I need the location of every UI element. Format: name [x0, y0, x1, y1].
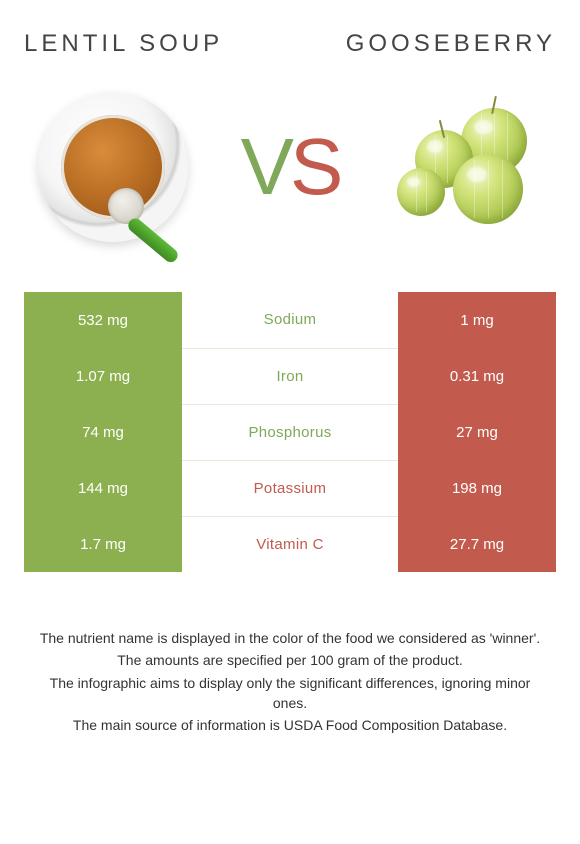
nutrient-name: Potassium: [182, 460, 398, 516]
nutrient-name: Iron: [182, 348, 398, 404]
lentil-soup-image: [28, 82, 198, 252]
footer-line-1: The nutrient name is displayed in the co…: [32, 628, 548, 648]
table-row: 144 mgPotassium198 mg: [24, 460, 556, 516]
left-value: 1.07 mg: [24, 348, 182, 404]
footer-line-3: The infographic aims to display only the…: [32, 673, 548, 714]
footer-line-2: The amounts are specified per 100 gram o…: [32, 650, 548, 670]
vs-s: S: [290, 121, 339, 213]
gooseberry-image: [382, 82, 552, 252]
footer-line-4: The main source of information is USDA F…: [32, 715, 548, 735]
right-value: 27.7 mg: [398, 516, 556, 572]
table-row: 74 mgPhosphorus27 mg: [24, 404, 556, 460]
right-value: 198 mg: [398, 460, 556, 516]
left-value: 1.7 mg: [24, 516, 182, 572]
nutrient-name: Sodium: [182, 292, 398, 348]
comparison-table: 532 mgSodium1 mg1.07 mgIron0.31 mg74 mgP…: [24, 292, 556, 572]
nutrient-name: Phosphorus: [182, 404, 398, 460]
table-row: 1.7 mgVitamin C27.7 mg: [24, 516, 556, 572]
hero-row: VS: [24, 82, 556, 252]
table-row: 1.07 mgIron0.31 mg: [24, 348, 556, 404]
footer-notes: The nutrient name is displayed in the co…: [24, 628, 556, 735]
title-row: LENTIL SOUP GOOSEBERRY: [24, 30, 556, 58]
vs-v: V: [241, 121, 290, 213]
nutrient-name: Vitamin C: [182, 516, 398, 572]
title-right: GOOSEBERRY: [346, 30, 556, 58]
right-value: 1 mg: [398, 292, 556, 348]
vs-label: VS: [241, 121, 340, 213]
right-value: 27 mg: [398, 404, 556, 460]
left-value: 144 mg: [24, 460, 182, 516]
left-value: 532 mg: [24, 292, 182, 348]
right-value: 0.31 mg: [398, 348, 556, 404]
left-value: 74 mg: [24, 404, 182, 460]
table-row: 532 mgSodium1 mg: [24, 292, 556, 348]
title-left: LENTIL SOUP: [24, 30, 223, 58]
